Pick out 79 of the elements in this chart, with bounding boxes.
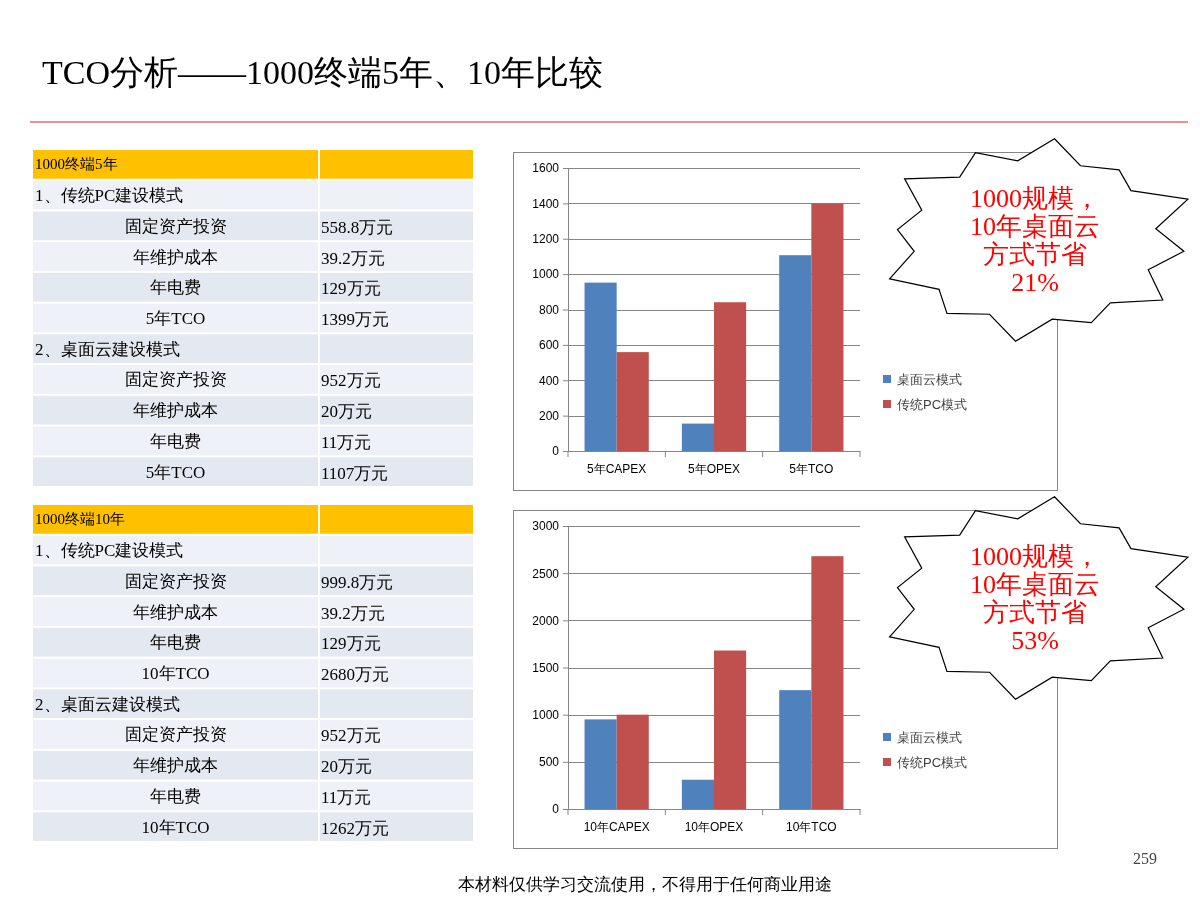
y-tick-label: 600 xyxy=(538,338,560,353)
text: 129万元 xyxy=(321,634,381,654)
y-tick-label: 1400 xyxy=(532,196,560,211)
category-label: 年维护成本 xyxy=(133,756,218,776)
y-tick-label: 800 xyxy=(538,302,560,317)
category-label: 1、传统PC建设模式 xyxy=(35,186,184,206)
text: 1000规模，10年桌面云方式节省21% xyxy=(970,184,1100,297)
y-tick-label: 200 xyxy=(538,408,560,423)
y-tick-label: 1000 xyxy=(532,708,560,723)
bar xyxy=(714,650,747,809)
text: TCO分析——1000终端5年、10年比较 xyxy=(42,54,603,91)
y-tick-label: 1200 xyxy=(532,232,560,247)
y-tick-label: 1500 xyxy=(532,660,560,675)
category-label: 年维护成本 xyxy=(133,602,218,622)
bar xyxy=(681,779,714,809)
y-tick-label: 2000 xyxy=(532,613,560,628)
category-label: 固定资产投资 xyxy=(124,725,227,745)
y-tick-label: 2500 xyxy=(532,566,560,581)
y-tick-label: 0 xyxy=(552,802,560,817)
x-tick-label: 10年OPEX xyxy=(684,819,744,834)
bar xyxy=(616,352,649,451)
text: 20万元 xyxy=(321,757,372,777)
y-tick-label: 500 xyxy=(538,755,560,770)
bar xyxy=(714,302,747,451)
category-label: 固定资产投资 xyxy=(124,216,227,236)
legend-label: 传统PC模式 xyxy=(897,755,968,770)
text: 39.2万元 xyxy=(321,603,385,623)
category-label: 固定资产投资 xyxy=(124,370,227,390)
bar xyxy=(811,556,844,809)
text: 1107万元 xyxy=(321,463,389,483)
category-label: 1、传统PC建设模式 xyxy=(35,541,184,561)
bar xyxy=(584,282,617,451)
text: 11万元 xyxy=(321,787,372,807)
text: 1399万元 xyxy=(321,310,389,329)
legend-label: 传统PC模式 xyxy=(897,397,968,412)
y-tick-label: 400 xyxy=(538,373,560,388)
x-tick-label: 5年TCO xyxy=(789,461,834,476)
y-tick-label: 0 xyxy=(552,444,560,459)
text: 39.2万元 xyxy=(321,248,385,268)
category-label: 年电费 xyxy=(150,278,201,298)
bar xyxy=(616,714,649,809)
text: 129万元 xyxy=(321,279,381,299)
category-label: 年维护成本 xyxy=(133,247,218,267)
text: 952万元 xyxy=(321,726,381,746)
text: 2680万元 xyxy=(321,665,389,684)
bar xyxy=(779,690,812,809)
y-tick-label: 1600 xyxy=(532,161,560,176)
category-label: 10年TCO xyxy=(141,664,210,683)
legend-label: 桌面云模式 xyxy=(897,730,962,745)
category-label: 年维护成本 xyxy=(133,401,218,421)
category-label: 固定资产投资 xyxy=(124,571,227,591)
category-label: 年电费 xyxy=(150,431,201,451)
bar xyxy=(584,719,617,809)
text: 1000终端5年 xyxy=(35,156,118,173)
bar xyxy=(779,255,812,451)
text: 1000规模，10年桌面云方式节省53% xyxy=(970,542,1100,655)
x-tick-label: 10年TCO xyxy=(785,819,837,834)
category-label: 2、桌面云建设模式 xyxy=(35,694,180,714)
x-tick-label: 10年CAPEX xyxy=(583,819,650,834)
text: 11万元 xyxy=(321,432,372,452)
category-label: 年电费 xyxy=(150,786,201,806)
text: 558.8万元 xyxy=(321,217,394,237)
x-tick-label: 5年CAPEX xyxy=(586,461,647,476)
text: 本材料仅供学习交流使用，不得用于任何商业用途 xyxy=(458,875,832,894)
x-tick-label: 5年OPEX xyxy=(687,461,741,476)
legend-label: 桌面云模式 xyxy=(897,372,962,387)
category-label: 5年TCO xyxy=(145,309,206,328)
bar xyxy=(811,203,844,451)
y-tick-label: 3000 xyxy=(532,519,560,534)
category-label: 2、桌面云建设模式 xyxy=(35,339,180,359)
text: 999.8万元 xyxy=(321,572,394,592)
text: 952万元 xyxy=(321,371,381,391)
text: 259 xyxy=(1133,850,1157,867)
y-tick-label: 1000 xyxy=(532,267,560,282)
text: 1000终端10年 xyxy=(35,511,125,528)
text: 20万元 xyxy=(321,402,372,422)
bar xyxy=(681,423,714,451)
text: 1262万元 xyxy=(321,818,389,838)
category-label: 年电费 xyxy=(150,633,201,653)
